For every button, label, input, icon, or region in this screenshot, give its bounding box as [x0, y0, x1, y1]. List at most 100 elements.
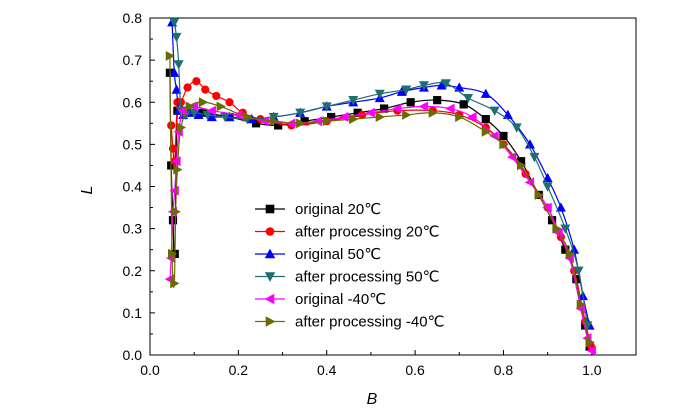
data-point [576, 299, 586, 310]
series-line [169, 105, 593, 351]
data-point [171, 32, 182, 43]
data-point [436, 80, 447, 90]
data-point [193, 109, 204, 119]
data-point [396, 86, 407, 96]
data-point [339, 112, 349, 122]
legend-marker [265, 227, 275, 236]
axes: 0.0 0.2 0.4 0.6 0.8 1.0 0.0 0.1 0.2 0.3 0.4 0.5 0.6 0… [123, 10, 637, 378]
data-point [185, 101, 195, 112]
data-point [402, 109, 412, 120]
data-point [183, 83, 192, 92]
data-point [295, 108, 306, 118]
data-point [170, 278, 180, 289]
data-point [565, 248, 575, 259]
data-point [206, 111, 217, 122]
x-axis-title: B [367, 391, 378, 408]
legend-marker [264, 293, 275, 305]
data-point [542, 172, 553, 183]
data-point [321, 102, 332, 112]
data-point [349, 114, 359, 125]
data-point [322, 116, 332, 127]
data-point [173, 164, 183, 175]
data-point [467, 112, 477, 122]
data-point [171, 84, 182, 94]
data-point [296, 118, 306, 129]
y-tick-label: 0.2 [123, 263, 143, 279]
legend-label: after processing 20℃ [295, 224, 439, 241]
data-point [433, 96, 442, 105]
legend-item: after processing -40℃ [255, 314, 444, 331]
data-point [176, 122, 187, 133]
data-point [463, 93, 474, 104]
data-point [573, 266, 584, 276]
data-point [499, 131, 508, 141]
data-point [169, 67, 180, 77]
legend-item: original -40℃ [255, 291, 386, 308]
data-point [167, 248, 178, 259]
legend-label: after processing -40℃ [295, 314, 444, 331]
data-point [555, 202, 566, 212]
data-point [192, 77, 201, 86]
data-point [269, 116, 279, 127]
legend-label: original -40℃ [295, 291, 386, 308]
data-point [348, 96, 359, 106]
data-point [401, 85, 412, 95]
data-point [480, 88, 491, 98]
data-point [542, 202, 552, 213]
data-point [489, 106, 500, 116]
data-point [173, 60, 184, 70]
data-point [418, 81, 429, 91]
legend-label: after processing 50℃ [295, 269, 439, 286]
series-layer [164, 17, 596, 356]
data-point [406, 98, 415, 107]
data-point [212, 91, 221, 101]
legend-label: original 50℃ [295, 246, 381, 263]
data-point [418, 101, 429, 112]
data-point [268, 112, 279, 123]
legend-marker [265, 204, 275, 214]
data-point [220, 112, 231, 123]
y-tick-label: 0.3 [123, 221, 143, 237]
data-point [243, 112, 253, 122]
data-point [216, 101, 226, 112]
data-point [586, 345, 596, 356]
data-point [374, 89, 385, 100]
legend-marker [264, 248, 276, 259]
data-point [198, 97, 209, 108]
data-point [428, 107, 438, 118]
data-point [481, 115, 490, 124]
x-tick-label: 0.4 [317, 362, 337, 378]
data-point [202, 110, 213, 121]
data-point [167, 121, 176, 130]
x-tick-label: 0.8 [494, 362, 514, 378]
data-point [375, 112, 385, 122]
legend-item: original 50℃ [255, 246, 381, 263]
data-point [499, 139, 509, 150]
data-point [201, 85, 210, 94]
x-tick-label: 0.6 [405, 362, 425, 378]
data-point [481, 126, 491, 137]
data-point [529, 152, 540, 163]
data-point [552, 223, 562, 234]
legend-marker [265, 316, 276, 327]
y-tick-label: 0.4 [123, 179, 143, 195]
data-point [502, 109, 513, 119]
data-point [171, 206, 181, 217]
data-point [560, 224, 571, 234]
legend-item: original 20℃ [255, 201, 381, 218]
y-tick-label: 0.7 [123, 52, 143, 68]
y-axis-title: L [79, 186, 96, 195]
x-tick-label: 1.0 [582, 362, 602, 378]
data-point [312, 116, 322, 127]
series-5 [165, 50, 595, 348]
legend-item: after processing 20℃ [255, 224, 439, 241]
y-tick-label: 0.5 [123, 136, 143, 152]
data-point [206, 105, 216, 116]
data-point [169, 18, 180, 28]
y-tick-label: 0.6 [123, 94, 143, 110]
data-point [511, 123, 522, 133]
legend-item: after processing 50℃ [255, 269, 439, 286]
data-point [365, 107, 376, 118]
data-point [455, 112, 465, 122]
